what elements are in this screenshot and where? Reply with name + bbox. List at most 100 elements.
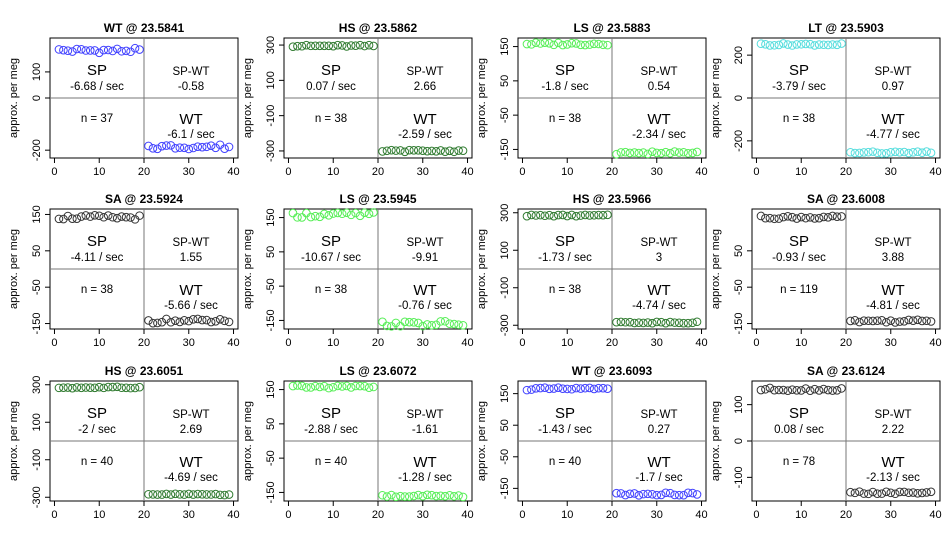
sp-point	[117, 383, 126, 393]
wt-point	[378, 490, 387, 500]
wt-point	[688, 488, 697, 498]
wt-point	[197, 315, 207, 325]
wt-point	[688, 148, 697, 158]
spwt-value: 0.54	[648, 81, 671, 93]
panel-title: HS @ 23.6051	[105, 364, 184, 378]
sp-point	[90, 383, 100, 393]
wt-point	[166, 490, 176, 499]
wt-point	[440, 491, 450, 501]
sp-point	[324, 41, 334, 51]
sp-point	[59, 383, 68, 392]
sp-point	[81, 211, 91, 220]
sp-point	[288, 381, 298, 391]
wt-point	[922, 316, 931, 326]
sp-point	[567, 38, 577, 48]
wt-point	[616, 489, 626, 498]
x-tick-label: 40	[461, 509, 473, 521]
n-label: n = 37	[81, 113, 113, 125]
wt-point	[427, 320, 437, 330]
wt-point	[413, 146, 423, 155]
sp-point	[369, 41, 378, 51]
sp-point	[756, 211, 766, 221]
sp-point	[832, 385, 842, 395]
y-tick-label: -100	[265, 105, 277, 127]
sp-point	[108, 46, 117, 56]
x-tick-label: 40	[461, 166, 473, 178]
y-tick-label: -150	[499, 138, 511, 160]
panel-title: LT @ 23.5903	[808, 21, 884, 35]
x-tick-label: 30	[885, 337, 897, 349]
wt-rate: -6.1 / sec	[167, 129, 215, 141]
wt-point	[454, 491, 463, 500]
sp-point	[112, 213, 122, 223]
sp-point	[585, 211, 594, 220]
wt-point	[211, 317, 220, 326]
wt-point	[890, 147, 900, 157]
wt-point	[391, 146, 401, 155]
wt-point	[413, 318, 423, 328]
sp-point	[796, 386, 806, 395]
y-axis-label: approx. per meg	[476, 401, 488, 481]
sp-rate: 0.07 / sec	[306, 81, 356, 93]
wt-point	[188, 490, 198, 499]
wt-point	[868, 487, 878, 497]
wt-point	[926, 487, 936, 497]
sp-point	[112, 44, 122, 54]
wt-point	[418, 146, 428, 155]
sp-point	[823, 385, 833, 395]
sp-point	[549, 384, 559, 393]
sp-label: SP	[555, 405, 575, 422]
sp-point	[598, 210, 608, 220]
wt-point	[908, 488, 918, 497]
wt-point	[850, 148, 860, 158]
sp-point	[112, 382, 122, 392]
x-tick-label: 40	[227, 509, 239, 521]
spwt-value: 3.88	[882, 252, 904, 264]
sp-point	[90, 210, 100, 220]
wt-point	[202, 490, 211, 499]
spwt-value: 2.66	[414, 81, 436, 93]
sp-point	[355, 381, 365, 391]
wt-point	[864, 147, 873, 157]
sp-point	[306, 41, 316, 51]
x-tick-label: 30	[417, 509, 429, 521]
wt-point	[144, 316, 153, 325]
sp-point	[77, 212, 86, 221]
wt-label: WT	[881, 111, 904, 128]
x-tick-label: 30	[651, 166, 663, 178]
x-tick-label: 10	[561, 166, 573, 178]
wt-point	[413, 490, 423, 500]
panel-2: HS @ 23.5862 approx. per meg 0 10 20 30 40 -300…	[242, 21, 474, 178]
sp-point	[553, 210, 563, 220]
x-tick-label: 40	[695, 509, 707, 521]
wt-point	[197, 489, 207, 499]
wt-label: WT	[413, 282, 436, 299]
panel-title: WT @ 23.5841	[104, 21, 185, 35]
x-tick-label: 20	[372, 509, 384, 521]
wt-point	[890, 318, 900, 327]
wt-label: WT	[647, 454, 670, 471]
wt-point	[409, 317, 419, 327]
wt-point	[630, 148, 639, 157]
sp-point	[94, 211, 104, 221]
wt-point	[449, 491, 459, 501]
sp-point	[594, 210, 603, 220]
wt-point	[202, 315, 211, 325]
wt-point	[188, 143, 198, 153]
wt-point	[674, 490, 684, 500]
sp-point	[364, 209, 374, 219]
wt-point	[656, 148, 666, 158]
wt-point	[674, 318, 684, 328]
wt-point	[445, 319, 454, 328]
sp-point	[819, 40, 828, 50]
wt-point	[405, 492, 414, 501]
spwt-label: SP-WT	[406, 66, 443, 78]
sp-point	[603, 210, 612, 220]
wt-point	[387, 490, 396, 500]
panel-3: LS @ 23.5883 approx. per meg 0 10 20 30 40 -150…	[476, 21, 708, 178]
wt-point	[418, 321, 428, 331]
sp-rate: -6.68 / sec	[70, 81, 124, 93]
sp-point	[121, 46, 131, 56]
wt-point	[148, 318, 158, 328]
sp-label: SP	[555, 62, 575, 79]
